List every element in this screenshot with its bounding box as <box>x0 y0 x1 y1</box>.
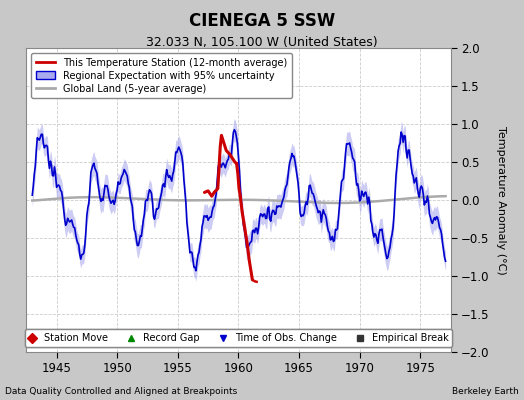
Legend: Station Move, Record Gap, Time of Obs. Change, Empirical Break: Station Move, Record Gap, Time of Obs. C… <box>25 329 452 347</box>
Text: 32.033 N, 105.100 W (United States): 32.033 N, 105.100 W (United States) <box>146 36 378 49</box>
Text: Data Quality Controlled and Aligned at Breakpoints: Data Quality Controlled and Aligned at B… <box>5 387 237 396</box>
Text: CIENEGA 5 SSW: CIENEGA 5 SSW <box>189 12 335 30</box>
Y-axis label: Temperature Anomaly (°C): Temperature Anomaly (°C) <box>496 126 506 274</box>
Text: Berkeley Earth: Berkeley Earth <box>452 387 519 396</box>
